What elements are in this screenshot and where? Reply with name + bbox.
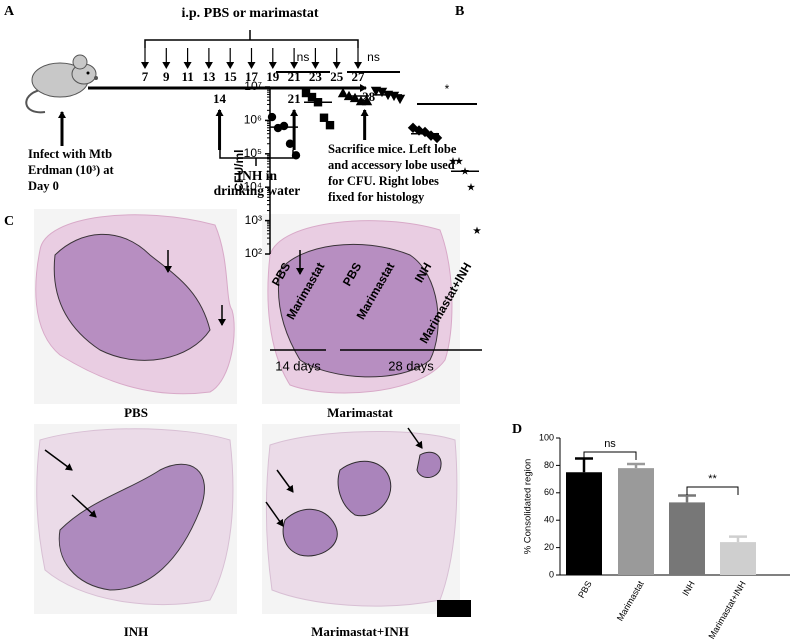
x-tick-label: PBS xyxy=(576,579,594,600)
lesion xyxy=(53,233,211,361)
scale-bar xyxy=(437,600,471,617)
data-point xyxy=(388,91,400,102)
y-tick-label: 10⁶ xyxy=(244,113,262,127)
image-caption: PBS xyxy=(124,405,148,420)
arrow xyxy=(44,449,73,471)
significance-label: ns xyxy=(604,438,616,450)
bar xyxy=(566,472,602,575)
bar xyxy=(669,502,705,575)
panel-label: A xyxy=(4,4,15,19)
sacrifice-text: fixed for histology xyxy=(328,190,425,204)
y-tick-label: 80 xyxy=(544,460,554,470)
panel-label: D xyxy=(512,422,522,437)
data-point xyxy=(349,92,361,103)
y-axis-label: CFU/ml xyxy=(232,150,246,192)
image-caption: Marimastat+INH xyxy=(311,624,409,639)
group-label: 28 days xyxy=(388,358,434,373)
error-bar xyxy=(627,462,645,469)
day-label: 13 xyxy=(202,69,216,84)
significance-bracket xyxy=(583,451,637,460)
day-label: 17 xyxy=(245,69,259,84)
data-point xyxy=(319,113,329,122)
y-tick-label: 10² xyxy=(245,246,262,260)
y-tick-label: 0 xyxy=(549,569,554,579)
data-point xyxy=(394,94,406,105)
y-tick-label: 40 xyxy=(544,515,554,525)
data-point xyxy=(301,88,311,98)
image-caption: INH xyxy=(124,624,149,639)
sacrifice-text: and accessory lobe used xyxy=(328,158,455,172)
significance-bracket xyxy=(686,486,739,495)
data-point xyxy=(455,157,463,165)
error-bar xyxy=(729,535,747,543)
data-point xyxy=(291,151,301,160)
arrow xyxy=(407,427,423,449)
y-tick-label: 10³ xyxy=(245,213,262,227)
arrow xyxy=(71,494,97,518)
data-point xyxy=(337,87,349,98)
lesion xyxy=(58,463,205,591)
arrow xyxy=(276,469,294,493)
data-point xyxy=(325,120,335,130)
arrow xyxy=(265,501,284,527)
infect-text: Day 0 xyxy=(28,179,59,193)
lesion xyxy=(277,243,439,378)
data-point xyxy=(279,121,289,131)
day-label: 21 xyxy=(288,91,301,106)
y-tick-label: 60 xyxy=(544,487,554,497)
group-label: 14 days xyxy=(275,358,321,373)
inh-text: INH in xyxy=(237,168,278,183)
day-label: 25 xyxy=(330,69,344,84)
histology-images: PBS Marimastat INH Marimastat+INH xyxy=(34,209,471,639)
day-label: 11 xyxy=(181,69,193,84)
sacrifice-text: for CFU. Right lobes xyxy=(328,174,439,188)
x-tick-label: Marimastat xyxy=(615,579,646,623)
data-point xyxy=(361,95,373,106)
y-tick-label: 10⁴ xyxy=(243,179,262,193)
bar xyxy=(720,542,756,575)
data-point xyxy=(285,139,295,148)
x-tick-label: INH xyxy=(680,579,696,597)
data-point xyxy=(449,157,457,165)
day-label: 9 xyxy=(163,69,170,84)
bracket xyxy=(144,30,359,48)
day-label: 15 xyxy=(224,69,238,84)
timeline-title: i.p. PBS or marimastat xyxy=(181,6,318,21)
data-point xyxy=(431,132,443,144)
data-point xyxy=(467,183,475,191)
data-point xyxy=(307,92,317,102)
y-tick-label: 20 xyxy=(544,542,554,552)
data-point xyxy=(267,112,277,122)
infect-text: Infect with Mtb xyxy=(28,147,112,161)
image-caption: Marimastat xyxy=(327,405,393,420)
y-tick-label: 10⁷ xyxy=(244,79,262,93)
day-label: 14 xyxy=(213,91,227,106)
significance-label: * xyxy=(445,82,450,96)
significance-label: ** xyxy=(708,473,717,485)
y-axis-label: % Consolidated region xyxy=(523,459,534,555)
mouse-icon xyxy=(25,54,98,114)
sacrifice-text: Sacrifice mice. Left lobe xyxy=(328,142,457,156)
infect-text: Erdman (10³) at xyxy=(28,163,115,177)
y-tick-label: 100 xyxy=(539,432,554,442)
significance-label: ns xyxy=(297,50,310,64)
bar xyxy=(618,468,654,575)
inh-text: drinking water xyxy=(214,183,301,198)
day-label: 7 xyxy=(142,69,149,84)
y-tick-label: 10⁵ xyxy=(244,146,262,160)
x-tick-label: Marimastat+INH xyxy=(706,579,747,641)
error-bar xyxy=(575,457,593,473)
panel-label: C xyxy=(4,214,14,229)
panel-label: B xyxy=(455,4,464,19)
consolidation-chart: 0 20 40 60 80 100 % Consolidated region PBS Mari… xyxy=(523,432,790,641)
data-point xyxy=(473,226,481,235)
significance-label: ns xyxy=(367,50,380,64)
lesion xyxy=(282,451,442,557)
data-point xyxy=(376,87,388,98)
error-bar xyxy=(678,494,696,503)
